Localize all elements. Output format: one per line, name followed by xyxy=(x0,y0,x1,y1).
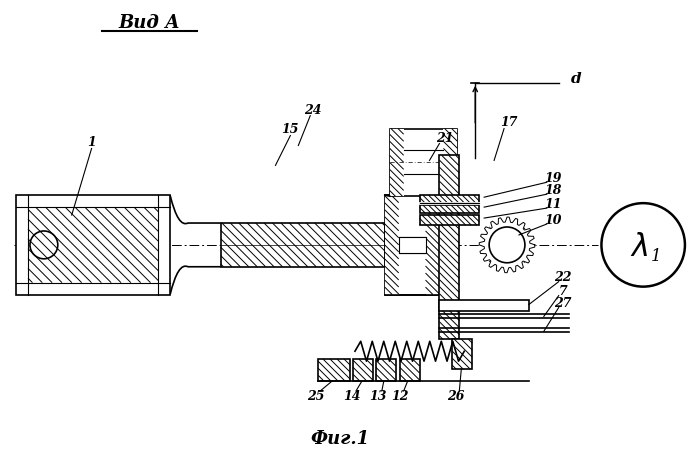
Text: 7: 7 xyxy=(559,285,567,298)
Text: 1: 1 xyxy=(651,248,661,265)
Text: 10: 10 xyxy=(544,213,561,227)
Bar xyxy=(353,359,373,381)
Text: 13: 13 xyxy=(369,390,387,404)
Bar xyxy=(318,359,350,381)
Bar xyxy=(452,339,473,369)
Bar xyxy=(221,223,384,267)
Text: Вид А: Вид А xyxy=(118,14,180,32)
Text: $\lambda$: $\lambda$ xyxy=(630,232,649,263)
Text: 22: 22 xyxy=(554,271,572,284)
Bar xyxy=(440,300,529,311)
Text: 17: 17 xyxy=(500,116,518,129)
Bar xyxy=(400,359,419,381)
Bar xyxy=(390,128,403,196)
Text: 18: 18 xyxy=(544,184,561,197)
Text: 21: 21 xyxy=(435,132,453,145)
Text: 11: 11 xyxy=(544,197,561,211)
Bar xyxy=(16,195,170,295)
Bar xyxy=(376,359,396,381)
Bar xyxy=(384,195,398,295)
Text: d: d xyxy=(570,72,582,86)
Bar xyxy=(440,155,459,339)
Bar xyxy=(443,128,457,196)
Bar xyxy=(398,237,426,253)
Text: 24: 24 xyxy=(305,104,322,117)
Text: 25: 25 xyxy=(308,390,325,404)
Text: 19: 19 xyxy=(544,172,561,185)
Bar xyxy=(426,195,440,295)
Bar xyxy=(28,207,158,283)
Bar xyxy=(419,215,480,225)
Circle shape xyxy=(489,227,525,263)
Text: 26: 26 xyxy=(447,390,464,404)
Bar xyxy=(419,205,480,213)
Text: 12: 12 xyxy=(391,390,408,404)
Polygon shape xyxy=(480,217,535,273)
Text: 1: 1 xyxy=(87,136,96,149)
Text: Фиг.1: Фиг.1 xyxy=(310,429,370,448)
Bar xyxy=(384,195,440,295)
Bar xyxy=(419,195,480,203)
Text: 27: 27 xyxy=(554,297,572,310)
Text: 14: 14 xyxy=(343,390,361,404)
Text: 15: 15 xyxy=(282,123,299,136)
Bar xyxy=(390,128,457,196)
